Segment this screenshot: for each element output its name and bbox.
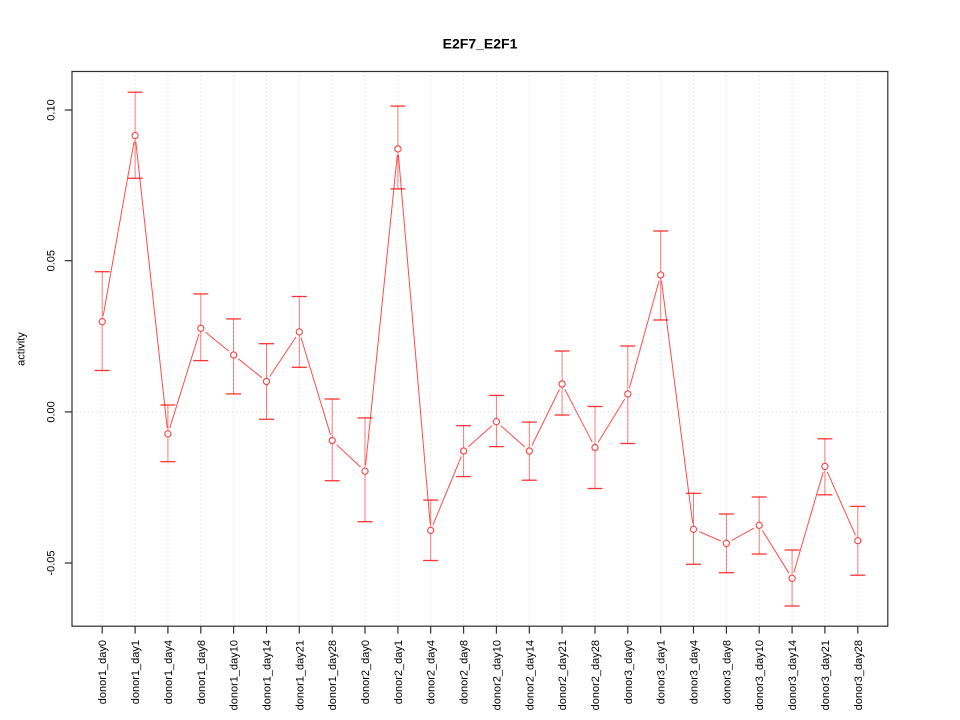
svg-text:0.10: 0.10 [46, 99, 58, 120]
svg-text:donor1_day14: donor1_day14 [261, 640, 273, 710]
svg-text:activity: activity [16, 332, 28, 366]
svg-text:donor1_day21: donor1_day21 [294, 640, 306, 710]
svg-text:donor3_day28: donor3_day28 [853, 640, 865, 710]
svg-text:donor2_day21: donor2_day21 [557, 640, 569, 710]
svg-text:donor3_day8: donor3_day8 [721, 640, 733, 704]
svg-text:donor1_day4: donor1_day4 [163, 640, 175, 704]
svg-text:donor2_day0: donor2_day0 [360, 640, 372, 704]
svg-text:donor1_day8: donor1_day8 [196, 640, 208, 704]
svg-text:0.05: 0.05 [46, 250, 58, 271]
svg-text:-0.05: -0.05 [46, 550, 58, 575]
svg-text:donor3_day10: donor3_day10 [754, 640, 766, 710]
svg-text:donor2_day14: donor2_day14 [524, 640, 536, 710]
svg-text:donor3_day21: donor3_day21 [820, 640, 832, 710]
svg-text:donor2_day4: donor2_day4 [426, 640, 438, 704]
svg-text:donor1_day28: donor1_day28 [327, 640, 339, 710]
svg-text:donor2_day8: donor2_day8 [459, 640, 471, 704]
svg-text:donor2_day1: donor2_day1 [393, 640, 405, 704]
svg-text:donor2_day10: donor2_day10 [491, 640, 503, 710]
svg-text:donor3_day4: donor3_day4 [688, 640, 700, 704]
svg-text:donor3_day14: donor3_day14 [787, 640, 799, 710]
svg-text:donor3_day0: donor3_day0 [623, 640, 635, 704]
svg-text:donor3_day1: donor3_day1 [656, 640, 668, 704]
svg-text:0.00: 0.00 [46, 401, 58, 422]
svg-text:donor2_day28: donor2_day28 [590, 640, 602, 710]
svg-text:donor1_day1: donor1_day1 [130, 640, 142, 704]
svg-text:donor1_day10: donor1_day10 [229, 640, 241, 710]
svg-text:E2F7_E2F1: E2F7_E2F1 [443, 35, 518, 51]
svg-text:donor1_day0: donor1_day0 [97, 640, 109, 704]
